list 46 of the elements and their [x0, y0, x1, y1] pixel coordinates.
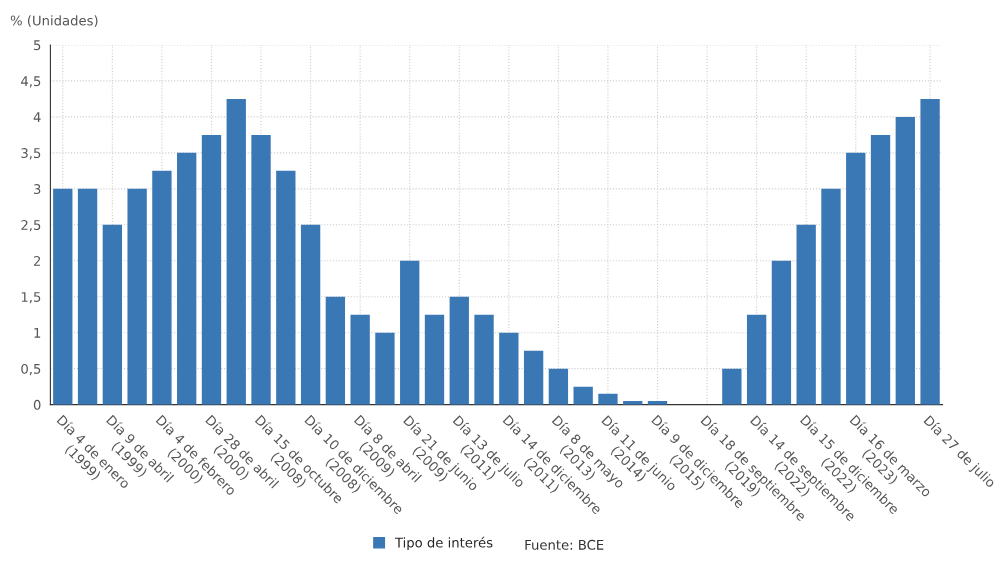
- bar: [325, 296, 346, 405]
- y-tick-label: 0: [33, 399, 41, 410]
- bar: [771, 260, 792, 405]
- y-tick-label: 2: [33, 255, 41, 266]
- bar: [201, 134, 222, 405]
- bar: [350, 314, 370, 405]
- bar: [251, 134, 271, 405]
- bar: [523, 350, 544, 405]
- y-tick-label: 5: [34, 40, 41, 51]
- bar: [846, 152, 866, 405]
- bar: [375, 332, 395, 405]
- y-tick-label: 1,5: [21, 292, 41, 304]
- bar: [474, 314, 494, 405]
- bar: [722, 368, 742, 405]
- bar: [499, 332, 519, 405]
- bar: [177, 152, 197, 405]
- bar: [102, 224, 123, 405]
- y-tick-label: 3: [33, 184, 41, 195]
- bar: [796, 224, 816, 405]
- source-note: Fuente: BCE: [525, 539, 604, 550]
- y-axis-title: % (Unidades): [10, 15, 98, 28]
- bar: [746, 314, 767, 405]
- bar: [548, 368, 569, 405]
- bar: [424, 314, 445, 405]
- y-tick-label: 1: [34, 328, 41, 338]
- y-tick-label: 0,5: [21, 363, 41, 376]
- bar: [226, 98, 246, 405]
- bar: [77, 188, 98, 405]
- bar: [127, 188, 147, 405]
- bar: [573, 386, 593, 405]
- bar: [598, 393, 618, 405]
- bar: [300, 224, 321, 405]
- bar: [821, 188, 841, 405]
- bar: [400, 260, 420, 405]
- y-tick-label: 4: [33, 112, 41, 122]
- bar: [449, 296, 469, 405]
- bar: [895, 116, 915, 405]
- y-tick-label: 4,5: [21, 76, 41, 88]
- legend-label: Tipo de interés: [394, 536, 493, 551]
- y-tick-label: 3,5: [21, 148, 41, 160]
- bar: [920, 98, 940, 405]
- y-tick-label: 2,5: [21, 220, 41, 232]
- bar: [870, 134, 891, 405]
- bar: [152, 170, 172, 405]
- bar: [53, 188, 73, 405]
- bar: [276, 170, 296, 405]
